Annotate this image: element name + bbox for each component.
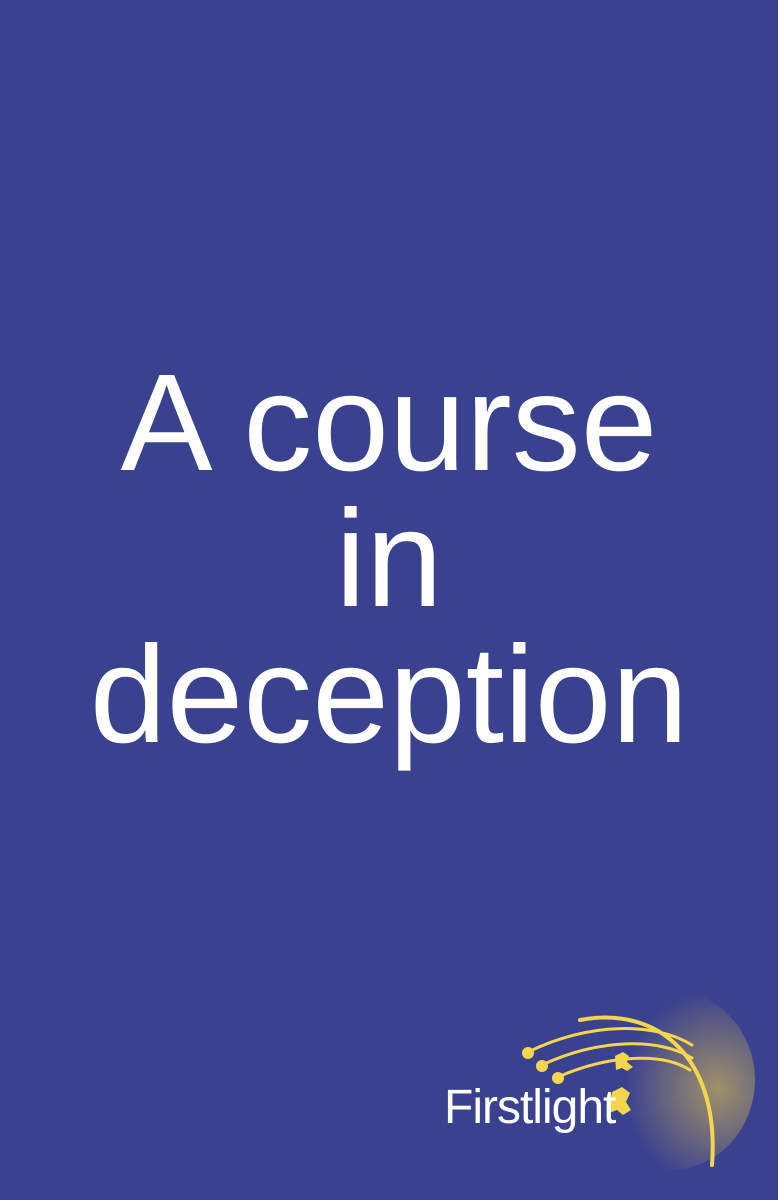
title-line-2: in (335, 482, 443, 636)
cover-title: A course in deception (0, 346, 778, 772)
title-line-3: deception (89, 618, 689, 772)
firstlight-logo: Firstlight (430, 990, 755, 1170)
logo-wordmark: Firstlight (444, 1081, 616, 1134)
shooting-star-rays-icon (522, 990, 755, 1170)
title-line-1: A course (120, 346, 658, 500)
